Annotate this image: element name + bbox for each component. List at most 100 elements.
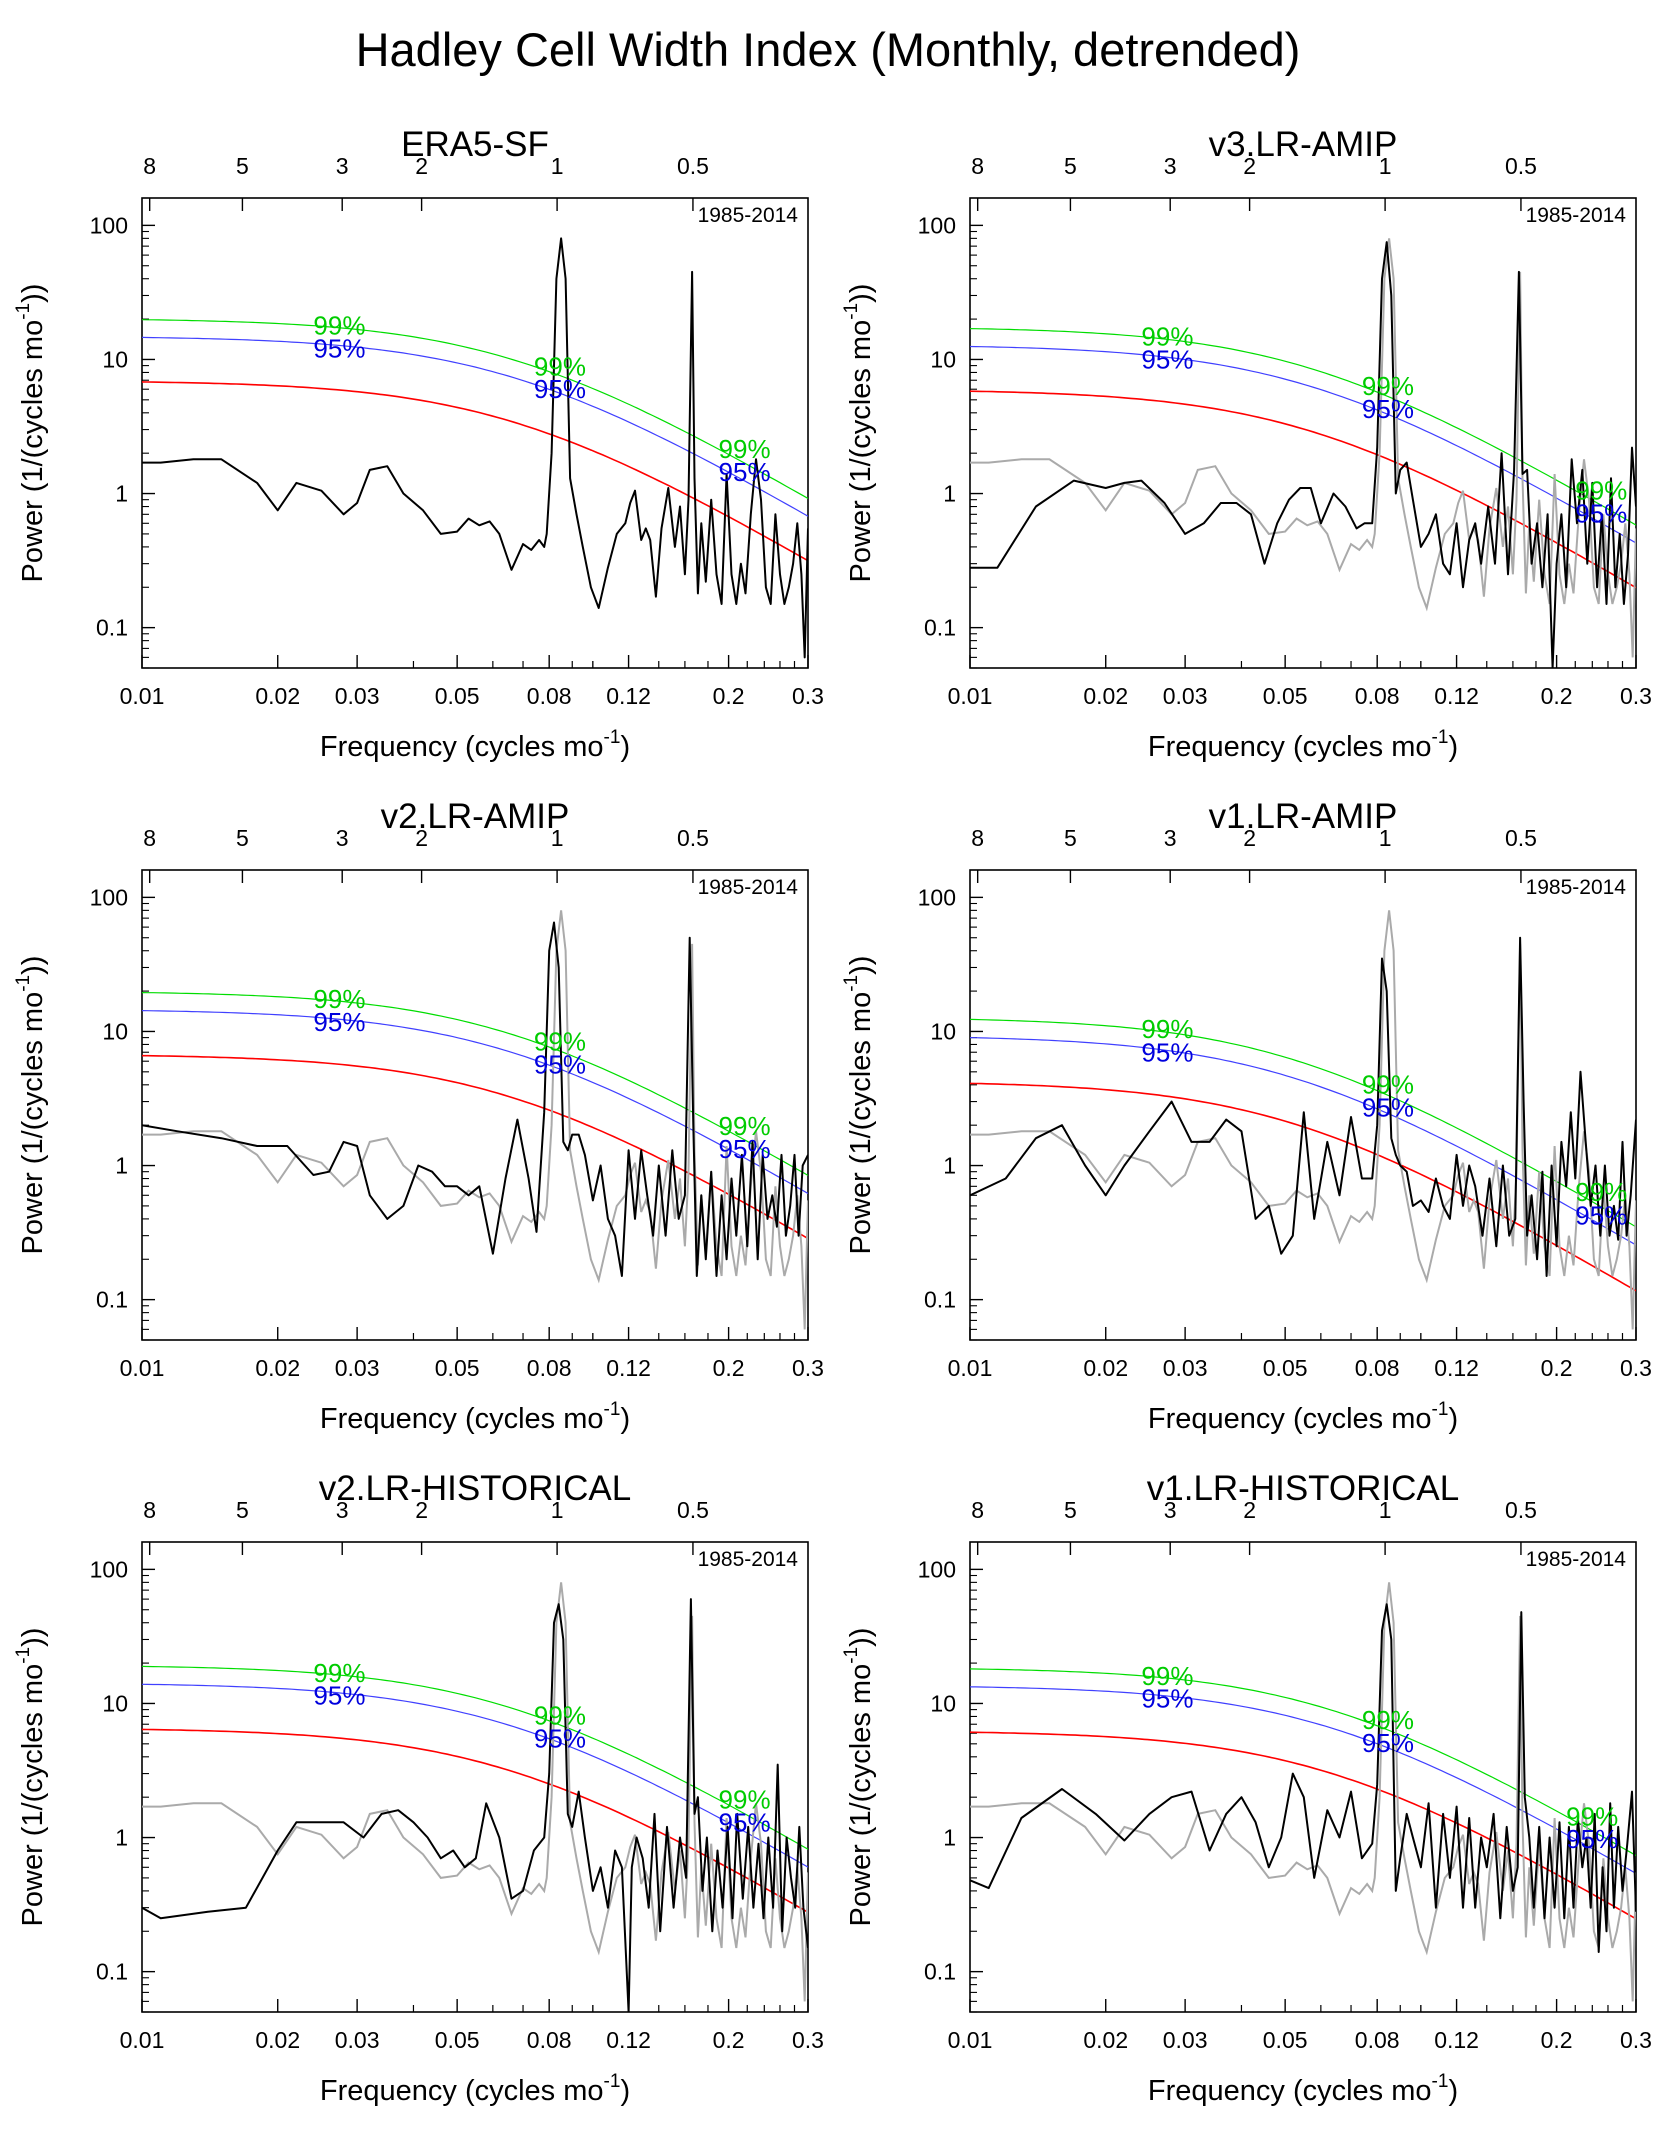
top-tick-label: 2 [415, 1497, 428, 1523]
ci95-curve [142, 1683, 808, 1868]
reference-spectrum-line [142, 1582, 808, 2002]
y-tick-label: 10 [102, 346, 128, 372]
x-tick-label: 0.2 [713, 683, 745, 709]
red-noise-curve [142, 1054, 808, 1240]
ci99-label: 99% [313, 311, 365, 341]
y-axis-label-text: Power (1/(cycles mo [17, 992, 49, 1255]
period-label: 1985-2014 [1526, 1548, 1627, 1571]
ci99-label: 99% [1362, 1069, 1414, 1099]
panel-title: ERA5-SF [401, 125, 549, 164]
y-tick-label: 0.1 [96, 1959, 128, 1985]
x-axis-label: Frequency (cycles mo-1) [1148, 1399, 1458, 1435]
top-tick-label: 3 [1164, 825, 1177, 851]
x-tick-label: 0.08 [1355, 1355, 1400, 1381]
top-tick-label: 0.5 [1505, 825, 1537, 851]
y-axis-label: Power (1/(cycles mo-1)) [841, 284, 877, 583]
y-tick-label: 10 [102, 1690, 128, 1716]
x-tick-label: 0.2 [1541, 1355, 1573, 1381]
ci99-label: 99% [1566, 1801, 1618, 1831]
period-label: 1985-2014 [698, 204, 799, 227]
top-tick-label: 2 [415, 825, 428, 851]
x-tick-label: 0.08 [1355, 683, 1400, 709]
x-tick-label: 0.01 [120, 1355, 165, 1381]
x-tick-label: 0.03 [1163, 683, 1208, 709]
chart-svg: v2.LR-HISTORICAL 1985-2014 0.01 0.02 0.03 0.0… [13, 1469, 824, 2107]
top-tick-label: 8 [143, 825, 156, 851]
ci95-label: 95% [534, 1050, 586, 1080]
y-tick-label: 0.1 [924, 1959, 956, 1985]
x-tick-label: 0.01 [948, 2027, 993, 2053]
x-axis-label-end: ) [620, 2075, 630, 2107]
y-axis-label-text: Power (1/(cycles mo [845, 992, 877, 1255]
x-axis-label: Frequency (cycles mo-1) [320, 2071, 630, 2107]
ci95-label: 95% [1141, 345, 1193, 375]
top-tick-label: 5 [1064, 825, 1077, 851]
x-axis-label: Frequency (cycles mo-1) [1148, 2071, 1458, 2107]
y-tick-label: 1 [943, 481, 956, 507]
chart-svg: v1.LR-HISTORICAL 1985-2014 0.01 0.02 0.03 0.0… [841, 1469, 1652, 2107]
ci99-label: 99% [719, 434, 771, 464]
y-axis-label-end: )) [845, 1628, 877, 1647]
y-axis-label-end: )) [845, 956, 877, 975]
top-tick-label: 0.5 [677, 153, 709, 179]
y-tick-label: 1 [943, 1825, 956, 1851]
panel-v2-lr-historical: v2.LR-HISTORICAL 1985-2014 0.01 0.02 0.03 0.0… [0, 1462, 828, 2134]
ci99-label: 99% [1575, 476, 1627, 506]
x-axis-label-sup: -1 [1432, 2071, 1449, 2092]
ci99-label: 99% [1575, 1177, 1627, 1207]
y-tick-label: 100 [90, 884, 128, 910]
figure-title: Hadley Cell Width Index (Monthly, detren… [355, 23, 1301, 76]
red-noise-curve [970, 390, 1636, 589]
plot-area [970, 1582, 1636, 2002]
ci95-curve [970, 1686, 1636, 1874]
x-tick-label: 0.02 [1083, 1355, 1128, 1381]
x-axis-label-text: Frequency (cycles mo [1148, 2075, 1432, 2107]
top-tick-label: 3 [1164, 153, 1177, 179]
ci99-curve [142, 992, 808, 1176]
panel-title: v1.LR-AMIP [1209, 797, 1398, 836]
x-tick-label: 0.05 [435, 683, 480, 709]
y-tick-label: 10 [930, 1018, 956, 1044]
y-tick-label: 1 [115, 1825, 128, 1851]
plot-area [970, 238, 1636, 668]
x-tick-label: 0.02 [255, 1355, 300, 1381]
x-axis-label-sup: -1 [604, 727, 621, 748]
x-tick-label: 0.05 [1263, 1355, 1308, 1381]
x-tick-label: 0.12 [606, 2027, 651, 2053]
red-noise-curve [970, 1731, 1636, 1920]
ci99-label: 99% [534, 1700, 586, 1730]
y-axis-label-end: )) [845, 284, 877, 303]
y-tick-label: 100 [918, 212, 956, 238]
plot-frame [141, 197, 809, 669]
x-axis-label-text: Frequency (cycles mo [1148, 1403, 1432, 1435]
ci99-label: 99% [1141, 322, 1193, 352]
y-tick-label: 0.1 [96, 615, 128, 641]
panel-era5-sf: ERA5-SF 1985-2014 0.01 0.02 0.03 0.05 0.08 0.12… [0, 118, 828, 790]
top-tick-label: 8 [143, 1497, 156, 1523]
top-tick-label: 1 [551, 1497, 564, 1523]
x-tick-label: 0.3 [1620, 1355, 1652, 1381]
x-tick-label: 0.03 [335, 1355, 380, 1381]
x-tick-label: 0.02 [255, 683, 300, 709]
y-axis-label-end: )) [17, 284, 49, 303]
ci99-label: 99% [313, 984, 365, 1014]
ci95-label: 95% [313, 333, 365, 363]
top-tick-label: 1 [1379, 825, 1392, 851]
x-tick-label: 0.05 [435, 2027, 480, 2053]
x-axis-label-end: ) [620, 731, 630, 763]
x-axis-label-text: Frequency (cycles mo [320, 731, 604, 763]
x-tick-label: 0.2 [713, 2027, 745, 2053]
x-axis-label: Frequency (cycles mo-1) [320, 1399, 630, 1435]
y-tick-label: 1 [115, 481, 128, 507]
x-tick-label: 0.01 [120, 683, 165, 709]
top-tick-label: 3 [336, 1497, 349, 1523]
panel-v2-lr-amip: v2.LR-AMIP 1985-2014 0.01 0.02 0.03 0.05 0.08 0… [0, 790, 828, 1462]
ci99-label: 99% [1362, 1705, 1414, 1735]
top-tick-label: 2 [1243, 153, 1256, 179]
x-tick-label: 0.05 [1263, 683, 1308, 709]
y-axis-label-text: Power (1/(cycles mo [17, 320, 49, 583]
ci99-label: 99% [719, 1111, 771, 1141]
panel-title: v2.LR-HISTORICAL [319, 1469, 632, 1508]
top-tick-label: 8 [971, 153, 984, 179]
y-tick-label: 10 [930, 346, 956, 372]
